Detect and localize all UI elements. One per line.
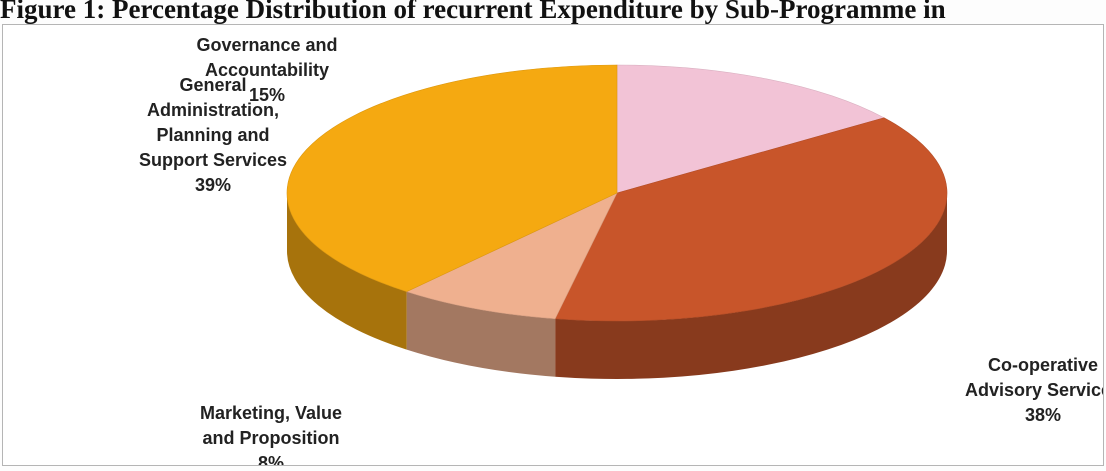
slice-label-governance-and-accountability: Governance and Accountability 15%	[196, 35, 337, 105]
pie-slice-marketing-value-and-proposition	[405, 192, 618, 320]
pie-slice-co-operative-advisory-services	[554, 117, 948, 322]
slice-label-line: Administration,	[147, 100, 279, 120]
pie-slice-governance-and-accountability	[616, 64, 885, 194]
slice-label-line: General	[179, 75, 246, 95]
slice-label-line: Planning and	[156, 125, 269, 145]
pie-slice-general-administration-planning-and-support-services	[286, 64, 618, 292]
slice-label-line: Co-operative	[988, 355, 1098, 375]
pie-side-general-administration-planning-and-support-services	[287, 193, 407, 350]
chart-area: Governance and Accountability 15% Co-operat…	[2, 24, 1104, 466]
slice-percent: 39%	[195, 175, 231, 195]
slice-label-line: and Proposition	[203, 428, 340, 448]
slice-label-co-operative-advisory-services: Co-operative Advisory Services 38%	[965, 355, 1103, 425]
slice-label-line: Support Services	[139, 150, 287, 170]
slice-percent: 38%	[1025, 405, 1061, 425]
slice-percent: 8%	[258, 453, 284, 465]
pie-side-co-operative-advisory-services	[555, 193, 947, 379]
slice-percent: 15%	[249, 85, 285, 105]
pie-side-marketing-value-and-proposition	[406, 291, 556, 377]
slice-label-general-administration-planning-and-support-services: General Administration, Planning and Suppor…	[139, 75, 287, 195]
slice-label-marketing-value-and-proposition: Marketing, Value and Proposition 8%	[200, 403, 342, 465]
slice-label-line: Accountability	[205, 60, 329, 80]
slice-label-line: Governance and	[196, 35, 337, 55]
pie-chart: Governance and Accountability 15% Co-operat…	[139, 35, 1103, 465]
slice-label-line: Marketing, Value	[200, 403, 342, 423]
figure-title: Figure 1: Percentage Distribution of rec…	[0, 0, 946, 24]
slice-label-line: Advisory Services	[965, 380, 1103, 400]
